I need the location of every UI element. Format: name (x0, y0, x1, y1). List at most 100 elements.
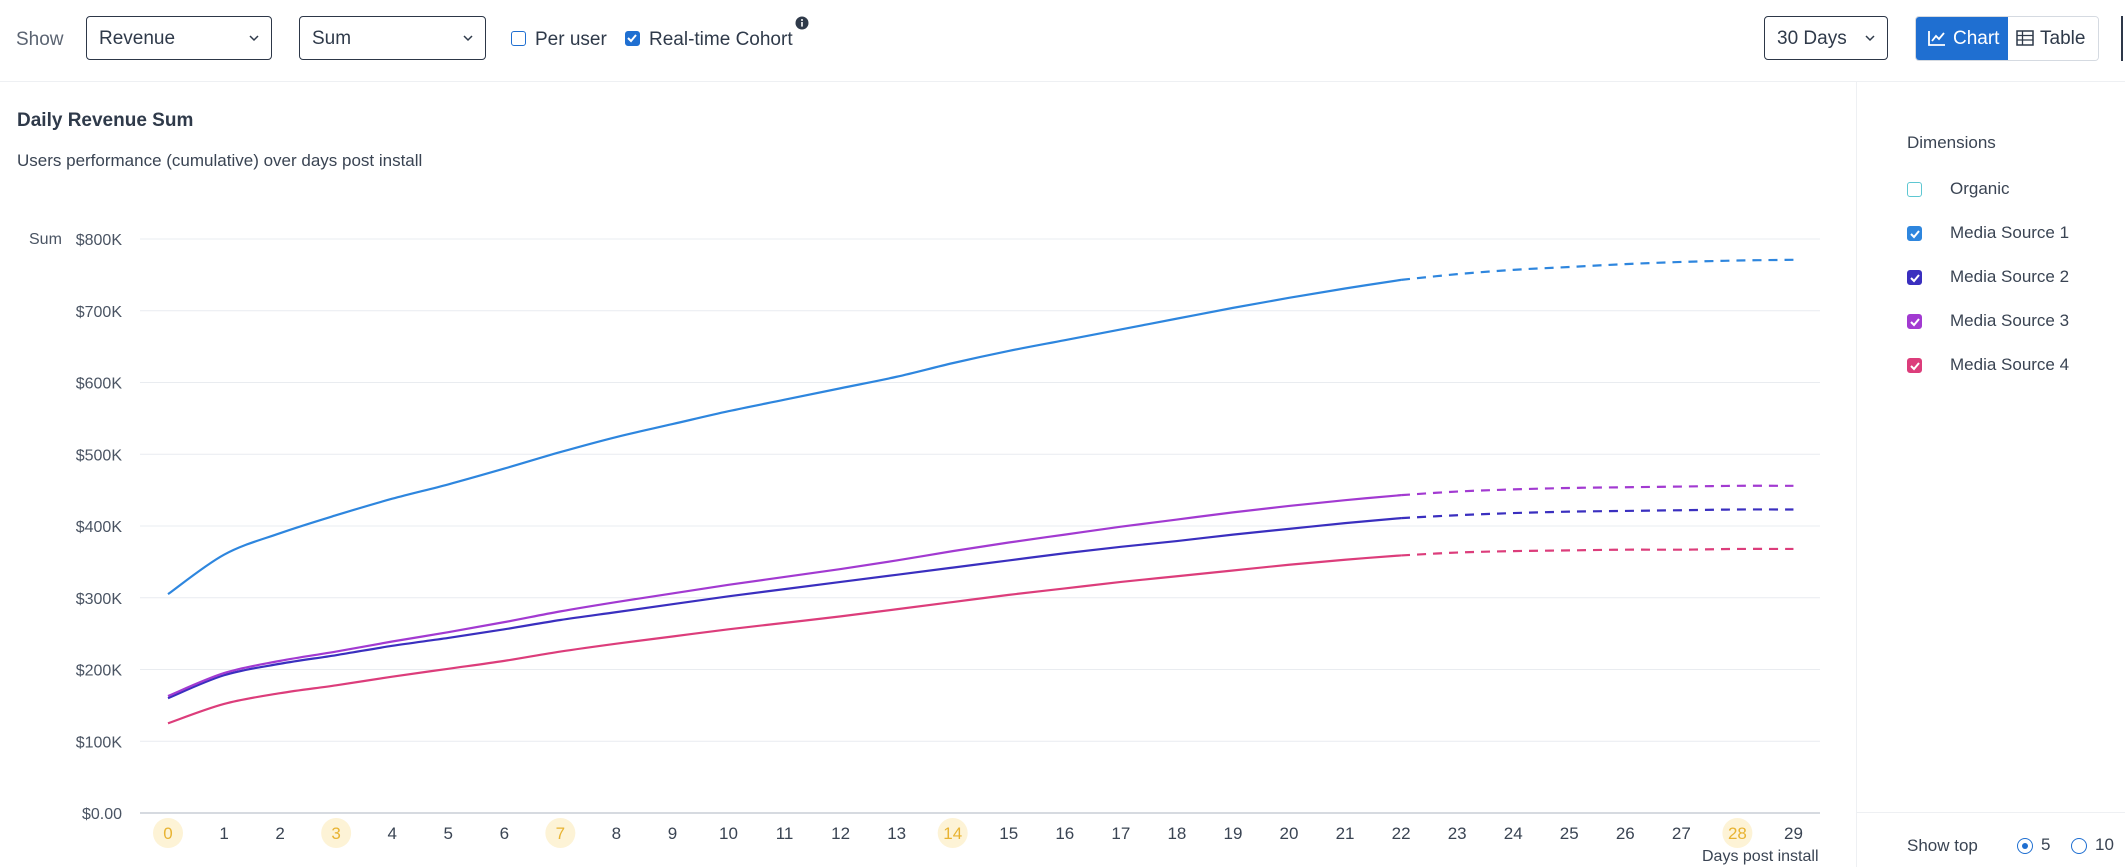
dimension-label: Media Source 4 (1950, 355, 2070, 374)
x-tick-highlight (153, 818, 183, 848)
x-axis-label: Days post install (1702, 848, 1819, 865)
y-tick-label: $400K (76, 519, 123, 536)
x-tick-label: 1 (219, 824, 228, 843)
x-tick-label: 10 (719, 824, 738, 843)
metric-select-value: Revenue (99, 28, 176, 49)
per-user-checkbox[interactable] (511, 31, 526, 46)
checkmark-icon (1910, 274, 1920, 283)
line-chart-icon (1928, 31, 1945, 46)
x-tick-label: 17 (1111, 824, 1130, 843)
y-tick-label: $300K (76, 591, 123, 608)
y-axis-label: Sum (29, 231, 62, 248)
metric-select[interactable]: Revenue (86, 16, 272, 60)
date-range-value: 30 Days (1777, 28, 1847, 49)
series-line-media-source-1 (167, 278, 1402, 596)
x-tick-label: 12 (831, 824, 850, 843)
y-tick-label: $500K (76, 447, 123, 464)
x-tick-label: 13 (887, 824, 906, 843)
x-tick-label: 24 (1504, 824, 1523, 843)
x-tick-label: 21 (1336, 824, 1355, 843)
dimension-label: Organic (1950, 179, 2010, 198)
dimension-media-source-2[interactable]: Media Source 2 (1907, 267, 2117, 289)
chart-view-label: Chart (1953, 28, 2000, 49)
checkmark-icon (1910, 362, 1920, 371)
realtime-cohort-label[interactable]: Real-time Cohort (649, 29, 793, 50)
show-top-10-label[interactable]: 10 (2095, 835, 2114, 854)
x-tick-label: 29 (1784, 824, 1803, 843)
dimension-media-source-4[interactable]: Media Source 4 (1907, 355, 2117, 377)
aggregation-select[interactable]: Sum (299, 16, 486, 60)
table-view-label: Table (2040, 28, 2086, 49)
dimensions-title: Dimensions (1907, 133, 1996, 152)
show-top-5-label[interactable]: 5 (2041, 835, 2051, 854)
series-line-media-source-2 (167, 517, 1402, 700)
checkmark-icon (1910, 318, 1920, 327)
dimension-media-source-3[interactable]: Media Source 3 (1907, 311, 2117, 333)
y-tick-label: $200K (76, 663, 123, 680)
x-tick-label: 18 (1167, 824, 1186, 843)
y-tick-label: $0.00 (82, 806, 122, 823)
x-tick-label: 11 (776, 824, 794, 843)
chevron-down-icon (249, 35, 259, 42)
x-tick-label: 22 (1392, 824, 1411, 843)
x-tick-label: 2 (275, 824, 284, 843)
view-toggle: Chart Table (1915, 16, 2099, 61)
y-tick-label: $800K (76, 232, 123, 249)
x-tick-label: 4 (387, 824, 396, 843)
revenue-line-chart: $0.00 $100K $200K $300K $400K $500K $600K $700K… (76, 232, 1820, 848)
x-tick-label: 3 (331, 824, 340, 843)
dimension-media-source-1[interactable]: Media Source 1 (1907, 223, 2117, 245)
dimension-checkbox[interactable] (1907, 358, 1922, 373)
series-line-media-source-3 (167, 494, 1402, 698)
x-tick-highlight (545, 818, 576, 848)
x-tick-label: 28 (1728, 824, 1747, 843)
dimension-checkbox[interactable] (1907, 270, 1922, 285)
dimension-checkbox[interactable] (1907, 182, 1922, 197)
chart-subtitle: Users performance (cumulative) over days… (17, 151, 423, 170)
dimension-organic[interactable]: Organic (1907, 179, 2117, 201)
checkmark-icon (1910, 230, 1920, 239)
x-tick-label: 23 (1448, 824, 1467, 843)
x-tick-label: 8 (612, 824, 621, 843)
x-tick-label: 16 (1055, 824, 1074, 843)
dimension-checkbox[interactable] (1907, 226, 1922, 241)
panel-bottom-divider (1856, 812, 2125, 813)
y-tick-label: $700K (76, 304, 123, 321)
toolbar-edge (2121, 16, 2123, 61)
series-projection-media-source-2 (1401, 508, 1794, 520)
series-projection-media-source-1 (1400, 258, 1794, 281)
show-label: Show (16, 29, 64, 50)
x-tick-label: 0 (163, 824, 172, 843)
x-tick-highlight (937, 818, 968, 848)
x-tick-label: 15 (999, 824, 1018, 843)
x-tick-label: 5 (444, 824, 453, 843)
x-tick-label: 14 (943, 824, 962, 843)
realtime-cohort-checkbox[interactable] (625, 31, 640, 46)
x-tick-label: 25 (1560, 824, 1579, 843)
x-tick-label: 19 (1223, 824, 1242, 843)
show-top-10-radio[interactable] (2071, 838, 2087, 854)
chart-view-button[interactable]: Chart (1916, 17, 2008, 60)
x-tick-label: 27 (1672, 824, 1691, 843)
dimension-checkbox[interactable] (1907, 314, 1922, 329)
chevron-down-icon (1865, 35, 1875, 42)
dimension-label: Media Source 2 (1950, 267, 2070, 286)
show-top-5-radio[interactable] (2017, 838, 2033, 854)
aggregation-select-value: Sum (312, 28, 352, 49)
x-tick-label: 7 (556, 824, 565, 843)
dimension-label: Media Source 1 (1950, 223, 2070, 242)
series-line-media-source-4 (167, 554, 1402, 725)
table-icon (2016, 30, 2034, 46)
x-tick-label: 9 (668, 824, 677, 843)
date-range-select[interactable]: 30 Days (1764, 16, 1888, 60)
y-tick-label: $100K (76, 734, 123, 751)
x-tick-label: 20 (1280, 824, 1299, 843)
per-user-label[interactable]: Per user (535, 29, 607, 50)
info-icon[interactable] (795, 16, 809, 30)
toolbar: Show Revenue Sum Per user Real-time Coho… (0, 0, 2125, 82)
panel-divider (1856, 82, 1857, 867)
checkmark-icon (627, 34, 637, 43)
x-tick-highlight (1722, 818, 1753, 848)
table-view-button[interactable]: Table (2008, 17, 2098, 60)
x-tick-label: 26 (1616, 824, 1635, 843)
